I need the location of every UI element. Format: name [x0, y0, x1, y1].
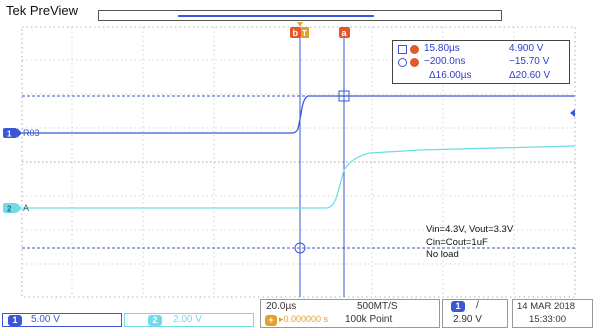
note-line: No load	[426, 249, 459, 260]
svg-text:T: T	[302, 29, 307, 38]
cursor-a-value: 4.900 V	[509, 43, 544, 54]
ch2-scale-panel[interactable]: 2 2.00 V	[124, 313, 254, 327]
sample-rate: 500MT/S	[357, 301, 398, 312]
cursor-a-time: 15.80µs	[424, 43, 460, 54]
cursor-b-time: −200.0ns	[424, 56, 466, 67]
cursor-readout-panel[interactable]: 15.80µs 4.900 V −200.0ns −15.70 V Δ16.00…	[392, 40, 570, 84]
note-annotation: Vin=4.3V, Vout=3.3V Cin=Cout=1uF No load	[426, 224, 513, 262]
horizontal-panel[interactable]: 20.0µs 500MT/S + ▸0.000000 s 100k Point	[260, 299, 440, 328]
trigger-panel[interactable]: 1 / 2.90 V	[442, 299, 508, 328]
ch1-level-marker[interactable]: 1	[3, 128, 22, 139]
position-badge: +	[265, 315, 277, 326]
trigger-level: 2.90 V	[453, 314, 482, 325]
ch2-label: A	[23, 203, 29, 213]
svg-text:a: a	[342, 28, 348, 38]
status-bar: 1 5.00 V 2 2.00 V 20.0µs 500MT/S + ▸0.00…	[0, 299, 593, 328]
cursor-a-icon	[410, 45, 419, 54]
ch2-badge: 2	[148, 315, 162, 326]
svg-text:b: b	[293, 28, 299, 38]
app-title: Tek PreView	[6, 3, 79, 18]
waveform-svg: 1 R03 2 A b T a	[3, 20, 576, 298]
trigger-slope-icon: /	[476, 300, 479, 311]
ch2-waveform	[22, 145, 576, 209]
trigger-position-marker[interactable]	[296, 20, 304, 27]
cursor-b-value: −15.70 V	[509, 56, 550, 67]
ch1-label: R03	[23, 128, 40, 138]
svg-text:1: 1	[7, 130, 12, 139]
ch1-scale: 5.00 V	[31, 314, 60, 325]
cursor-b-icon	[410, 58, 419, 67]
record-view-window[interactable]	[178, 15, 374, 17]
cursor-delta-time: Δ16.00µs	[429, 70, 472, 81]
waveform-display[interactable]: 1 R03 2 A b T a	[0, 20, 593, 299]
datetime-panel: 14 MAR 2018 15:33:00	[512, 299, 593, 328]
circle-cursor-icon	[398, 58, 407, 67]
horizontal-scale: 20.0µs	[266, 301, 297, 312]
note-line: Vin=4.3V, Vout=3.3V	[426, 224, 514, 235]
cursor-delta-value: Δ20.60 V	[509, 70, 551, 81]
ch1-badge: 1	[8, 315, 22, 326]
ch1-scale-panel[interactable]: 1 5.00 V	[2, 313, 122, 327]
time-display: 15:33:00	[529, 314, 566, 325]
cursor-b-marker[interactable]	[294, 242, 306, 254]
svg-text:2: 2	[7, 205, 12, 214]
trigger-level-arrow[interactable]	[570, 109, 575, 117]
trigger-tag[interactable]: T	[301, 27, 309, 38]
date-display: 14 MAR 2018	[517, 301, 576, 312]
ch2-level-marker[interactable]: 2	[3, 203, 22, 214]
trigger-source-badge: 1	[451, 301, 465, 312]
title-bar: Tek PreView	[0, 0, 593, 22]
graticule-frame	[21, 26, 576, 298]
record-length: 100k Point	[345, 314, 393, 325]
horizontal-position: ▸0.000000 s	[279, 314, 329, 324]
ch1-waveform	[22, 95, 575, 134]
ch2-scale: 2.00 V	[173, 314, 202, 325]
cursor-b-tag[interactable]: b	[290, 27, 301, 38]
note-line: Cin=Cout=1uF	[426, 236, 488, 248]
square-cursor-icon	[398, 45, 407, 54]
cursor-a-tag[interactable]: a	[339, 27, 350, 38]
